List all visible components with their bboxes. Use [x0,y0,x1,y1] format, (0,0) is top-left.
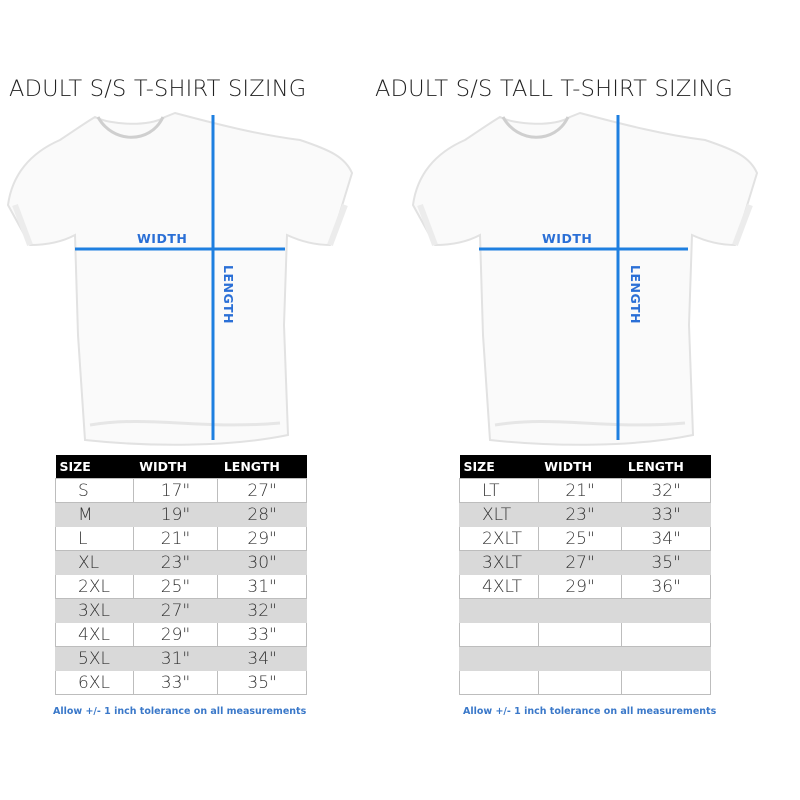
cell-length: 29" [217,526,307,551]
table-row: 4XLT 29" 36" [459,574,711,599]
cell-length: 28" [217,502,307,527]
cell-size [459,622,539,647]
column-header-length: LENGTH [217,455,307,479]
column-header-width: WIDTH [133,455,218,479]
tolerance-note: Allow +/- 1 inch tolerance on all measur… [463,706,717,717]
cell-size: L [55,526,134,551]
cell-width: 29" [132,622,219,647]
cell-length: 27" [217,478,307,503]
cell-width: 17" [132,478,219,503]
cell-size: 6XL [55,670,134,695]
tolerance-note: Allow +/- 1 inch tolerance on all measur… [53,706,307,717]
cell-size: S [55,478,134,503]
cell-length: 34" [217,646,307,671]
cell-width: 23" [537,502,623,527]
cell-length: 31" [217,574,307,599]
table-row: 2XL 25" 31" [55,574,307,599]
table-row [459,670,711,695]
column-header-size: SIZE [55,455,134,479]
cell-size [459,670,539,695]
cell-size: 4XLT [459,574,539,599]
cell-size: M [55,502,134,527]
cell-length [621,598,711,623]
cell-width: 21" [132,526,219,551]
cell-length: 32" [621,478,711,503]
table-row: M 19" 28" [55,502,307,527]
table-header: SIZE WIDTH LENGTH [459,455,711,479]
cell-width: 23" [132,550,219,575]
cell-size: 2XLT [459,526,539,551]
length-label: LENGTH [628,265,643,324]
table-row: LT 21" 32" [459,478,711,503]
cell-length [621,646,711,671]
cell-width: 19" [132,502,219,527]
panel-title: ADULT S/S TALL T-SHIRT SIZING [375,76,733,102]
cell-length: 36" [621,574,711,599]
cell-width: 31" [132,646,219,671]
size-table: SIZE WIDTH LENGTH LT 21" 32" XLT 23" 33" 2XLT 25"… [459,455,711,695]
cell-size [459,646,539,671]
tshirt-illustration [411,111,759,446]
cell-length: 34" [621,526,711,551]
table-header: SIZE WIDTH LENGTH [55,455,307,479]
cell-width [537,622,623,647]
column-header-size: SIZE [459,455,539,479]
cell-length: 30" [217,550,307,575]
cell-width [537,670,623,695]
cell-length: 35" [217,670,307,695]
cell-width: 29" [537,574,623,599]
length-label: LENGTH [221,265,236,324]
cell-length: 33" [621,502,711,527]
tall-sizing-panel: ADULT S/S TALL T-SHIRT SIZING WIDTH LENG… [375,0,800,800]
cell-size: 3XL [55,598,134,623]
table-row: 5XL 31" 34" [55,646,307,671]
cell-width: 25" [132,574,219,599]
cell-width: 27" [537,550,623,575]
width-label: WIDTH [542,231,593,246]
table-row: 3XL 27" 32" [55,598,307,623]
cell-width: 33" [132,670,219,695]
table-row: 6XL 33" 35" [55,670,307,695]
cell-size: LT [459,478,539,503]
cell-size [459,598,539,623]
table-row: XL 23" 30" [55,550,307,575]
cell-width: 21" [537,478,623,503]
cell-width [537,598,623,623]
cell-size: 2XL [55,574,134,599]
column-header-width: WIDTH [538,455,622,479]
table-row: XLT 23" 33" [459,502,711,527]
cell-length [621,670,711,695]
cell-length [621,622,711,647]
table-row: S 17" 27" [55,478,307,503]
cell-length: 33" [217,622,307,647]
table-row [459,646,711,671]
cell-size: 4XL [55,622,134,647]
table-row [459,622,711,647]
panel-title: ADULT S/S T-SHIRT SIZING [9,76,307,102]
cell-length: 32" [217,598,307,623]
column-header-length: LENGTH [621,455,711,479]
table-row: L 21" 29" [55,526,307,551]
cell-size: 5XL [55,646,134,671]
size-table: SIZE WIDTH LENGTH S 17" 27" M 19" 28" L 21" 29" XL 2… [55,455,307,695]
table-row [459,598,711,623]
cell-width [537,646,623,671]
standard-sizing-panel: ADULT S/S T-SHIRT SIZING WIDTH LENGTH SI… [6,76,354,717]
cell-length: 35" [621,550,711,575]
table-row: 2XLT 25" 34" [459,526,711,551]
cell-width: 27" [132,598,219,623]
cell-size: XL [55,550,134,575]
tshirt-illustration [6,111,354,446]
table-row: 4XL 29" 33" [55,622,307,647]
table-row: 3XLT 27" 35" [459,550,711,575]
cell-size: XLT [459,502,539,527]
cell-width: 25" [537,526,623,551]
width-label: WIDTH [137,231,188,246]
cell-size: 3XLT [459,550,539,575]
